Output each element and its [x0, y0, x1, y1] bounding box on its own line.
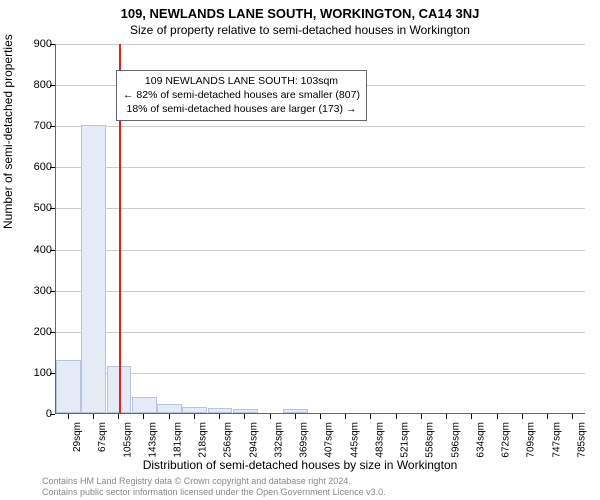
y-tick — [50, 291, 55, 292]
y-tick-label: 700 — [7, 120, 52, 132]
gridline — [56, 373, 585, 374]
chart-container: 109, NEWLANDS LANE SOUTH, WORKINGTON, CA… — [0, 0, 600, 500]
x-tick — [194, 414, 195, 419]
y-tick-label: 200 — [7, 326, 52, 338]
x-tick — [446, 414, 447, 419]
x-tick-label: 256sqm — [223, 422, 234, 458]
x-tick — [68, 414, 69, 419]
x-tick-label: 709sqm — [526, 422, 537, 458]
y-tick-label: 0 — [7, 408, 52, 420]
y-tick — [50, 126, 55, 127]
x-tick-label: 181sqm — [173, 422, 184, 458]
x-tick-label: 672sqm — [501, 422, 512, 458]
x-tick-label: 67sqm — [97, 422, 108, 452]
x-tick — [497, 414, 498, 419]
x-tick — [219, 414, 220, 419]
bar — [132, 397, 157, 413]
bar — [56, 360, 81, 413]
gridline — [56, 126, 585, 127]
x-tick — [421, 414, 422, 419]
x-tick-label: 407sqm — [324, 422, 335, 458]
x-tick — [143, 414, 144, 419]
y-tick-label: 300 — [7, 285, 52, 297]
gridline — [56, 291, 585, 292]
y-tick-label: 400 — [7, 244, 52, 256]
x-tick-label: 596sqm — [450, 422, 461, 458]
x-tick — [547, 414, 548, 419]
x-tick — [345, 414, 346, 419]
y-tick — [50, 208, 55, 209]
bar — [283, 409, 308, 413]
x-tick-label: 785sqm — [576, 422, 587, 458]
annotation-line: 18% of semi-detached houses are larger (… — [123, 102, 360, 116]
gridline — [56, 332, 585, 333]
x-tick-label: 634sqm — [475, 422, 486, 458]
bar — [157, 404, 182, 413]
x-tick-label: 29sqm — [72, 422, 83, 452]
x-tick — [370, 414, 371, 419]
y-tick — [50, 44, 55, 45]
x-tick-label: 218sqm — [198, 422, 209, 458]
y-tick-label: 600 — [7, 161, 52, 173]
y-tick-label: 900 — [7, 38, 52, 50]
chart-subtitle: Size of property relative to semi-detach… — [0, 21, 600, 37]
y-tick — [50, 250, 55, 251]
x-tick-label: 521sqm — [400, 422, 411, 458]
footer-text: Contains HM Land Registry data © Crown c… — [42, 476, 386, 498]
bar — [233, 409, 258, 413]
x-tick — [270, 414, 271, 419]
x-tick-label: 483sqm — [374, 422, 385, 458]
x-tick — [169, 414, 170, 419]
x-tick-label: 445sqm — [349, 422, 360, 458]
y-tick — [50, 167, 55, 168]
y-tick — [50, 373, 55, 374]
x-tick-label: 558sqm — [425, 422, 436, 458]
annotation-box: 109 NEWLANDS LANE SOUTH: 103sqm ← 82% of… — [116, 70, 367, 121]
x-tick — [471, 414, 472, 419]
x-tick — [118, 414, 119, 419]
x-tick-label: 143sqm — [147, 422, 158, 458]
x-tick-label: 747sqm — [551, 422, 562, 458]
bar — [182, 407, 207, 413]
y-tick-label: 500 — [7, 202, 52, 214]
annotation-line: ← 82% of semi-detached houses are smalle… — [123, 88, 360, 102]
x-tick-label: 105sqm — [122, 422, 133, 458]
x-tick — [93, 414, 94, 419]
x-tick-label: 369sqm — [299, 422, 310, 458]
x-tick — [572, 414, 573, 419]
gridline — [56, 250, 585, 251]
x-tick-label: 294sqm — [248, 422, 259, 458]
plot-area: 109 NEWLANDS LANE SOUTH: 103sqm ← 82% of… — [55, 44, 585, 414]
y-tick-label: 100 — [7, 367, 52, 379]
gridline — [56, 44, 585, 45]
gridline — [56, 208, 585, 209]
x-tick — [522, 414, 523, 419]
y-tick — [50, 332, 55, 333]
x-tick-label: 332sqm — [274, 422, 285, 458]
bar — [208, 408, 233, 413]
annotation-line: 109 NEWLANDS LANE SOUTH: 103sqm — [123, 74, 360, 88]
chart-title: 109, NEWLANDS LANE SOUTH, WORKINGTON, CA… — [0, 0, 600, 21]
y-tick-label: 800 — [7, 79, 52, 91]
gridline — [56, 167, 585, 168]
x-axis-label: Distribution of semi-detached houses by … — [0, 458, 600, 472]
x-tick — [295, 414, 296, 419]
bar — [81, 125, 106, 413]
footer-line: Contains public sector information licen… — [42, 487, 386, 498]
y-tick — [50, 414, 55, 415]
footer-line: Contains HM Land Registry data © Crown c… — [42, 476, 386, 487]
y-tick — [50, 85, 55, 86]
x-tick — [244, 414, 245, 419]
x-tick — [320, 414, 321, 419]
x-tick — [396, 414, 397, 419]
